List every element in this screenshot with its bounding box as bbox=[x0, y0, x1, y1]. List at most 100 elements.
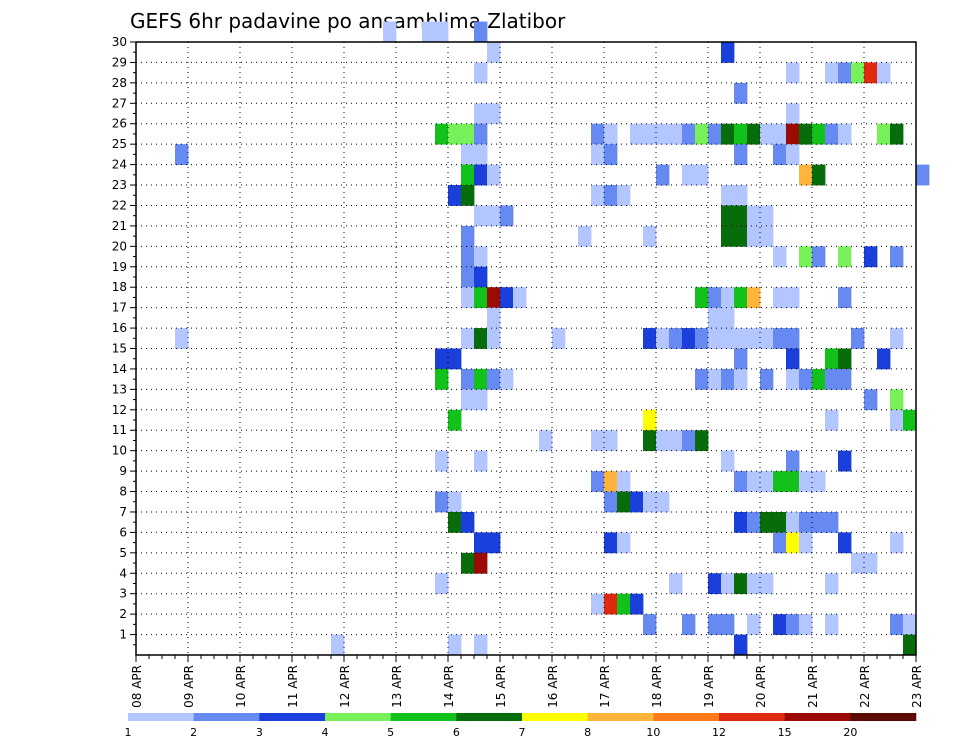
heatmap-cell bbox=[591, 123, 605, 145]
heatmap-cell bbox=[721, 307, 735, 329]
heatmap-cell bbox=[669, 123, 683, 145]
heatmap-cell bbox=[487, 205, 501, 227]
heatmap-cell bbox=[656, 328, 670, 349]
heatmap-cell bbox=[487, 368, 501, 390]
heatmap-cell bbox=[786, 348, 800, 370]
heatmap-cell bbox=[786, 368, 800, 390]
heatmap-cell bbox=[604, 144, 618, 165]
colorbar-swatch bbox=[325, 713, 391, 721]
heatmap-cell bbox=[604, 593, 618, 615]
y-tick-label: 1 bbox=[119, 628, 127, 642]
heatmap-cell bbox=[448, 123, 462, 145]
heatmap-cell bbox=[786, 123, 800, 145]
heatmap-cell bbox=[500, 368, 514, 390]
heatmap-cell bbox=[617, 491, 631, 513]
heatmap-cell bbox=[721, 287, 735, 309]
x-tick-label: 18 APR bbox=[650, 665, 664, 708]
heatmap-cell bbox=[721, 123, 735, 145]
y-tick-label: 26 bbox=[112, 117, 127, 131]
heatmap-cell bbox=[656, 430, 670, 452]
heatmap-cell bbox=[604, 430, 618, 452]
heatmap-cell bbox=[773, 287, 787, 309]
heatmap-cell bbox=[721, 450, 735, 472]
heatmap-cell bbox=[864, 552, 878, 574]
heatmap-cell bbox=[669, 328, 683, 349]
heatmap-cell bbox=[604, 123, 618, 145]
y-tick-label: 16 bbox=[112, 321, 127, 335]
heatmap-cell bbox=[721, 225, 735, 247]
heatmap-cell bbox=[773, 471, 787, 492]
heatmap-cell bbox=[422, 21, 436, 43]
colorbar-label: 8 bbox=[584, 726, 591, 739]
heatmap-cell bbox=[617, 185, 631, 206]
heatmap-cell bbox=[773, 246, 787, 268]
heatmap-cell bbox=[682, 123, 696, 145]
heatmap-cell bbox=[643, 225, 657, 247]
heatmap-cell bbox=[825, 409, 839, 431]
heatmap-cell bbox=[487, 164, 501, 186]
heatmap-cell bbox=[604, 185, 618, 206]
x-tick-label: 10 APR bbox=[234, 665, 248, 708]
y-tick-label: 6 bbox=[119, 525, 127, 539]
colorbar-swatch bbox=[784, 713, 851, 721]
heatmap-cell bbox=[734, 348, 748, 370]
x-tick-label: 12 APR bbox=[338, 665, 352, 708]
heatmap-cell bbox=[799, 614, 813, 635]
colorbar-label: 6 bbox=[453, 726, 460, 739]
heatmap-cell bbox=[695, 368, 709, 390]
colorbar-label: 15 bbox=[778, 726, 792, 739]
heatmap-cell bbox=[799, 511, 813, 533]
heatmap-cell bbox=[747, 287, 761, 309]
heatmap-cell bbox=[825, 573, 839, 595]
heatmap-cell bbox=[760, 471, 774, 492]
heatmap-cell bbox=[669, 430, 683, 452]
heatmap-cell bbox=[825, 348, 839, 370]
heatmap-cell bbox=[760, 205, 774, 227]
heatmap-cell bbox=[461, 328, 475, 349]
heatmap-cell bbox=[786, 144, 800, 165]
heatmap-cell bbox=[747, 573, 761, 595]
x-tick-label: 08 APR bbox=[130, 665, 144, 708]
heatmap-cell bbox=[474, 103, 488, 125]
y-tick-label: 15 bbox=[112, 342, 127, 356]
heatmap-cell bbox=[760, 225, 774, 247]
heatmap-cell bbox=[708, 368, 722, 390]
heatmap-cell bbox=[890, 614, 904, 635]
y-tick-label: 14 bbox=[112, 362, 127, 376]
x-tick-label: 11 APR bbox=[286, 665, 300, 708]
heatmap-cell bbox=[734, 144, 748, 165]
y-tick-label: 2 bbox=[119, 607, 127, 621]
chart-title: GEFS 6hr padavine po ansamblima Zlatibor bbox=[130, 9, 566, 33]
heatmap-cell bbox=[448, 348, 462, 370]
heatmap-cell bbox=[708, 573, 722, 595]
heatmap-cell bbox=[838, 348, 852, 370]
heatmap-cell bbox=[799, 123, 813, 145]
y-tick-label: 11 bbox=[112, 423, 127, 437]
heatmap-cell bbox=[734, 634, 748, 656]
heatmap-cell bbox=[734, 185, 748, 206]
heatmap-cell bbox=[890, 246, 904, 268]
heatmap-cell bbox=[734, 82, 748, 104]
heatmap-cell bbox=[773, 123, 787, 145]
heatmap-cell bbox=[721, 185, 735, 206]
x-tick-label: 20 APR bbox=[754, 665, 768, 708]
heatmap-cell bbox=[721, 205, 735, 227]
heatmap-cell bbox=[617, 532, 631, 554]
heatmap-cell bbox=[695, 328, 709, 349]
colorbar-swatch bbox=[128, 713, 194, 721]
heatmap-cell bbox=[721, 614, 735, 635]
heatmap-cell bbox=[838, 246, 852, 268]
heatmap-cell bbox=[474, 368, 488, 390]
heatmap-cell bbox=[487, 287, 501, 309]
heatmap-cell bbox=[851, 62, 865, 84]
heatmap-cell bbox=[474, 144, 488, 165]
colorbar-label: 1 bbox=[125, 726, 132, 739]
y-tick-label: 10 bbox=[112, 444, 127, 458]
x-tick-label: 17 APR bbox=[598, 665, 612, 708]
x-tick-label: 13 APR bbox=[390, 665, 404, 708]
heatmap-cell bbox=[799, 246, 813, 268]
heatmap-cell bbox=[708, 307, 722, 329]
heatmap-cell bbox=[500, 205, 514, 227]
heatmap-cell bbox=[383, 21, 397, 43]
